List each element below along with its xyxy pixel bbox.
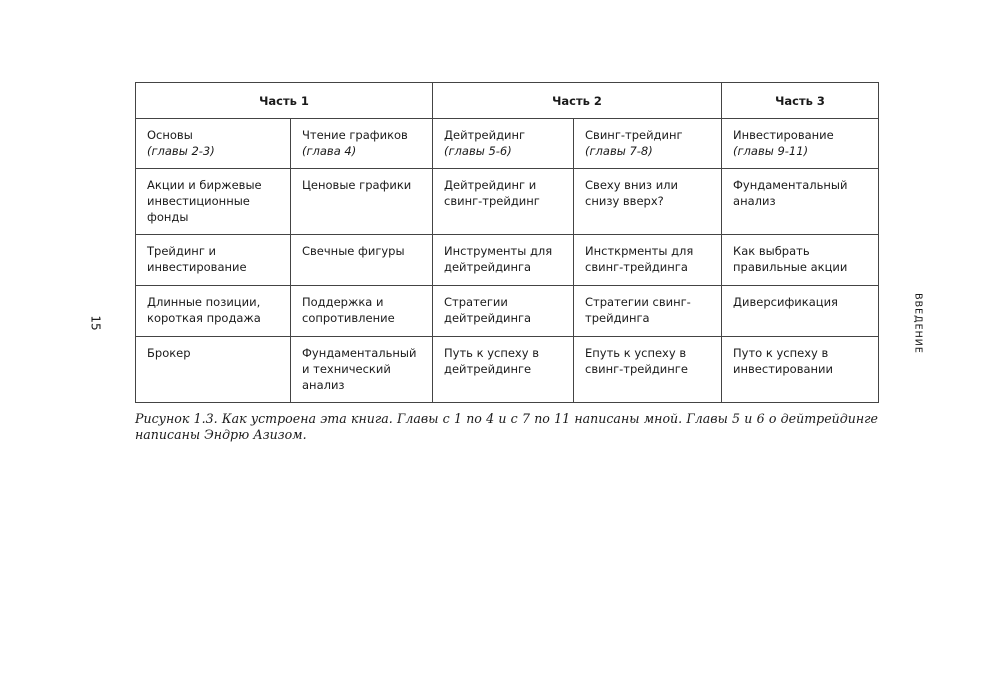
table-cell: Дейтрейдинг и свинг-трейдинг [432, 168, 575, 235]
section-title: Инвестирование [733, 128, 834, 142]
table-cell: Как выбрать правильные акции [721, 234, 880, 286]
table-cell: Путо к успеху в инвестировании [721, 336, 880, 403]
section-title: Чтение графиков [302, 128, 408, 142]
book-structure-table: Часть 1 Часть 2 Часть 3 Основы (главы 2-3… [134, 82, 880, 403]
chapters-label: (глава 4) [302, 144, 357, 158]
section-side-label: ВВЕДЕНИЕ [912, 293, 924, 354]
section-cell: Основы (главы 2-3) [135, 118, 291, 169]
table-cell: Поддержка и сопротивление [289, 285, 434, 337]
table-cell: Фундаментальный и технический анализ [289, 336, 434, 403]
table-cell: Свечные фигуры [289, 234, 434, 286]
table-cell: Трейдинг и инвестирование [135, 234, 291, 286]
table-cell: Фундаментальный анализ [721, 168, 880, 235]
table-row: Акции и биржевые инвестиционные фонды Це… [135, 168, 880, 235]
table-cell: Инструменты для дейтрейдинга [432, 234, 575, 286]
section-cell: Свинг-трейдинг (главы 7-8) [573, 118, 723, 169]
table-row: Длинные позиции, короткая продажа Поддер… [135, 285, 880, 337]
table-cell: Свеху вниз или снизу вверх? [573, 168, 723, 235]
table-cell: Брокер [135, 336, 291, 403]
table-row: Трейдинг и инвестирование Свечные фигуры… [135, 234, 880, 286]
section-heading-row: Основы (главы 2-3) Чтение графиков (глава … [135, 118, 880, 169]
part-header: Часть 1 [134, 82, 434, 119]
table-cell: Инсткрменты для свинг-трейдинга [573, 234, 723, 286]
section-title: Дейтрейдинг [444, 128, 526, 142]
chapters-label: (главы 2-3) [147, 144, 215, 158]
chapters-label: (главы 7-8) [585, 144, 653, 158]
table-cell: Стратегии свинг-трейдинга [573, 285, 723, 337]
section-cell: Дейтрейдинг (главы 5-6) [432, 118, 575, 169]
table-cell: Длинные позиции, короткая продажа [135, 285, 291, 337]
section-title: Основы [147, 128, 193, 142]
parts-header-row: Часть 1 Часть 2 Часть 3 [134, 82, 880, 119]
section-title: Свинг-трейдинг [585, 128, 683, 142]
table-row: Брокер Фундаментальный и технический ана… [135, 336, 880, 403]
table-cell: Диверсификация [721, 285, 880, 337]
chapters-label: (главы 5-6) [444, 144, 512, 158]
section-cell: Инвестирование (главы 9-11) [721, 118, 880, 169]
table-cell: Ценовые графики [289, 168, 434, 235]
table-cell: Стратегии дейтрейдинга [432, 285, 575, 337]
table-cell: Путь к успеху в дейтрейдинге [432, 336, 575, 403]
page-number: 15 [88, 315, 103, 331]
table-cell: Епуть к успеху в свинг-трейдинге [573, 336, 723, 403]
table-cell: Акции и биржевые инвестиционные фонды [135, 168, 291, 235]
part-header: Часть 3 [721, 82, 880, 119]
chapters-label: (главы 9-11) [733, 144, 809, 158]
part-header: Часть 2 [432, 82, 723, 119]
section-cell: Чтение графиков (глава 4) [289, 118, 434, 169]
figure-caption: Рисунок 1.3. Как устроена эта книга. Гла… [135, 411, 878, 442]
